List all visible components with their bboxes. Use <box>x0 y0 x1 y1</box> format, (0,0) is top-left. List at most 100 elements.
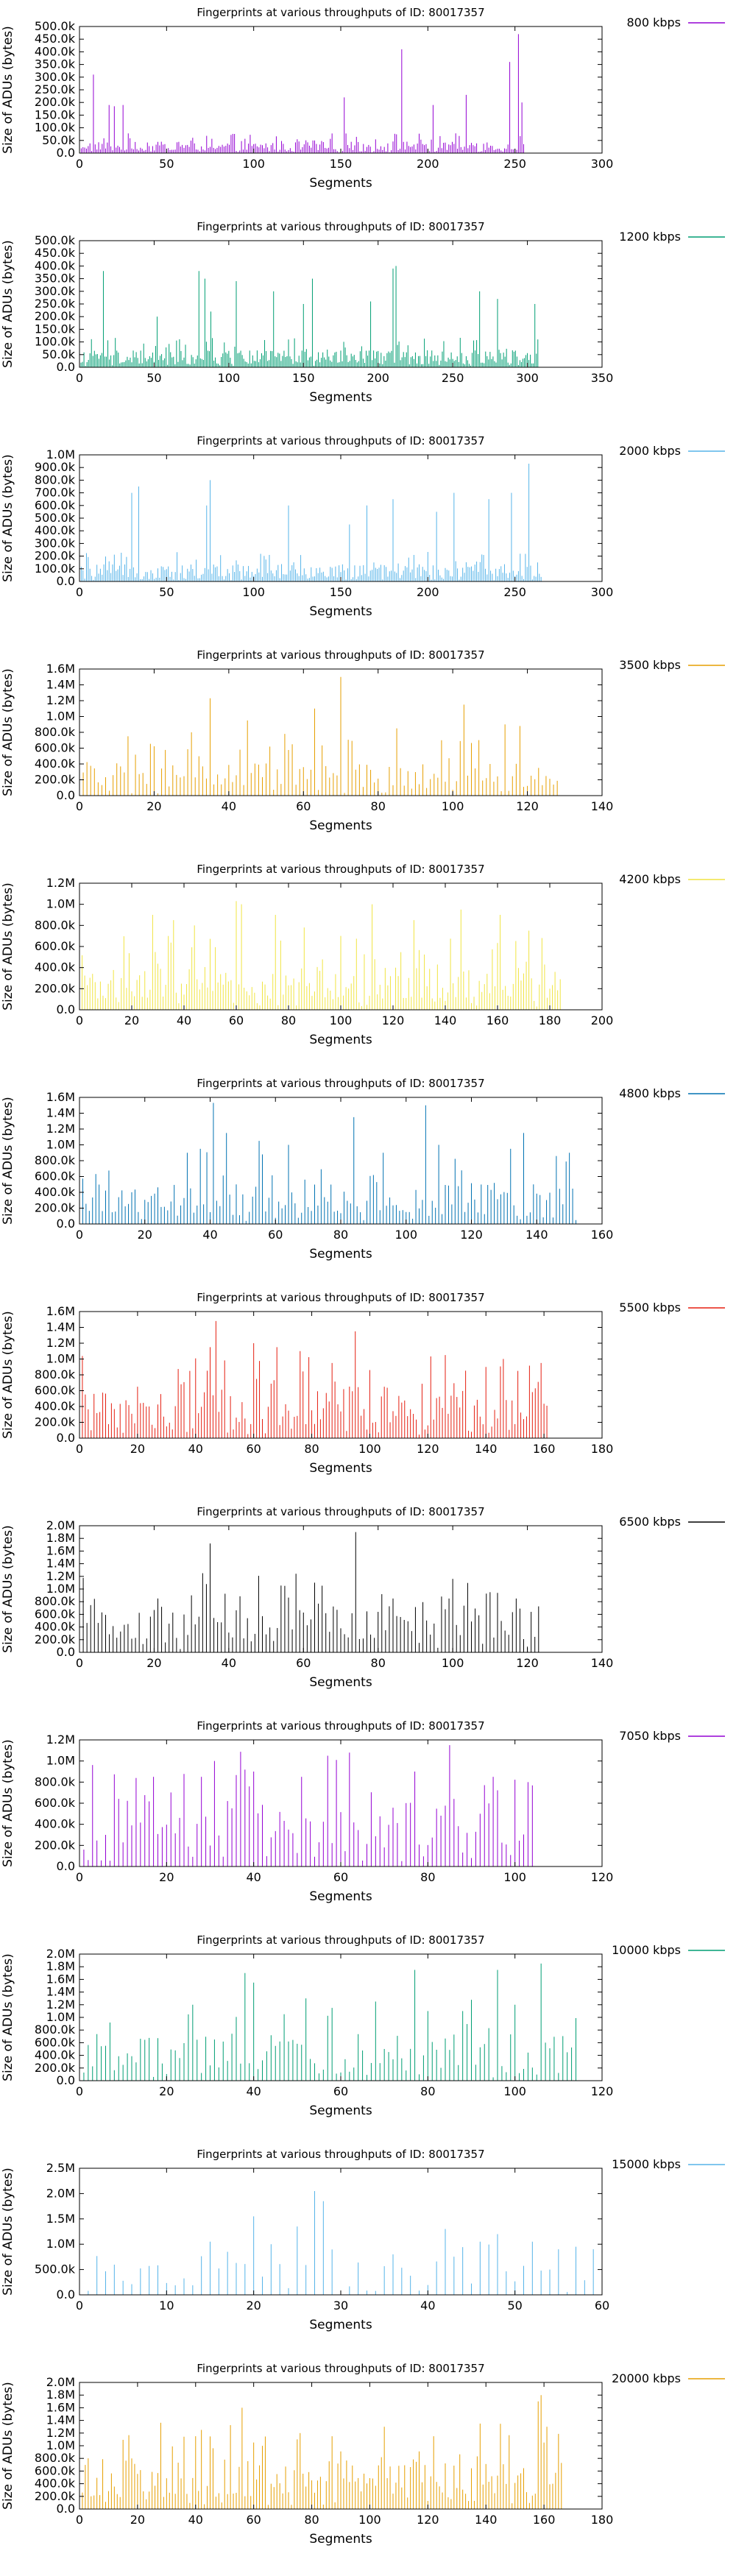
x-tick-label: 140 <box>475 2513 498 2527</box>
series-bars <box>82 2395 562 2509</box>
y-tick-label: 2.0M <box>46 2375 75 2389</box>
x-tick-label: 60 <box>246 2513 261 2527</box>
x-tick-label: 20 <box>146 799 161 813</box>
y-tick-label: 800.0k <box>35 1594 76 1608</box>
x-tick-label: 20 <box>124 1013 139 1027</box>
chart-4: Fingerprints at various throughputs of I… <box>1 863 725 1047</box>
y-axis-label: Size of ADUs (bytes) <box>1 1739 15 1867</box>
chart-title: Fingerprints at various throughputs of I… <box>197 220 484 233</box>
x-tick-label: 300 <box>591 157 614 171</box>
chart-title: Fingerprints at various throughputs of I… <box>197 1077 484 1090</box>
x-axis-label: Segments <box>309 2318 372 2332</box>
x-tick-label: 120 <box>591 1870 614 1884</box>
x-tick-label: 40 <box>246 1870 261 1884</box>
x-tick-label: 250 <box>503 585 526 599</box>
x-tick-label: 0 <box>76 2084 83 2098</box>
y-tick-label: 1.0M <box>46 1582 75 1596</box>
y-tick-label: 0.0 <box>57 1645 75 1659</box>
x-tick-label: 140 <box>475 1442 498 1456</box>
chart-title: Fingerprints at various throughputs of I… <box>197 6 484 19</box>
x-tick-label: 120 <box>591 2084 614 2098</box>
y-tick-label: 1.5M <box>46 2212 75 2226</box>
y-tick-label: 600.0k <box>35 741 76 755</box>
x-tick-label: 80 <box>420 2084 435 2098</box>
y-tick-label: 1.2M <box>46 1569 75 1583</box>
y-tick-label: 800.0k <box>35 1367 76 1381</box>
y-axis-label: Size of ADUs (bytes) <box>1 240 15 368</box>
series-bars <box>82 676 558 796</box>
y-tick-label: 400.0k <box>35 960 76 974</box>
y-tick-label: 150.0k <box>35 322 76 336</box>
y-tick-label: 1.0M <box>46 897 75 911</box>
x-tick-label: 80 <box>281 1013 296 1027</box>
x-tick-label: 40 <box>177 1013 191 1027</box>
x-tick-label: 180 <box>539 1013 562 1027</box>
y-tick-label: 0.0 <box>57 360 75 374</box>
series-bars <box>83 1963 576 2081</box>
y-tick-label: 1.8M <box>46 1531 75 1545</box>
y-tick-label: 1.0M <box>46 1754 75 1768</box>
y-tick-label: 1.6M <box>46 1304 75 1318</box>
y-tick-label: 200.0k <box>35 2061 76 2075</box>
x-axis-label: Segments <box>309 2103 372 2118</box>
y-tick-label: 50.0k <box>42 133 76 147</box>
x-tick-label: 200 <box>417 585 439 599</box>
x-tick-label: 80 <box>304 2513 319 2527</box>
x-tick-label: 100 <box>358 2513 381 2527</box>
y-tick-label: 0.0 <box>57 2287 75 2301</box>
x-tick-label: 180 <box>591 1442 614 1456</box>
y-tick-label: 1.4M <box>46 678 75 692</box>
y-tick-label: 1.0M <box>46 710 75 723</box>
y-tick-label: 400.0k <box>35 1817 76 1831</box>
chart-3: Fingerprints at various throughputs of I… <box>1 648 725 833</box>
y-tick-label: 2.0M <box>46 1947 75 1961</box>
y-tick-label: 600.0k <box>35 498 76 512</box>
x-tick-label: 250 <box>503 157 526 171</box>
y-tick-label: 1.0M <box>46 447 75 461</box>
x-tick-label: 20 <box>130 1442 145 1456</box>
x-tick-label: 20 <box>138 1228 152 1242</box>
x-axis-label: Segments <box>309 1889 372 1904</box>
legend-label: 15000 kbps <box>612 2157 681 2171</box>
x-tick-label: 0 <box>76 1870 83 1884</box>
chart-title: Fingerprints at various throughputs of I… <box>197 1505 484 1518</box>
legend: 5500 kbps <box>619 1301 725 1314</box>
legend-label: 1200 kbps <box>619 230 681 244</box>
y-tick-label: 1.4M <box>46 2413 75 2427</box>
x-tick-label: 100 <box>442 1656 464 1670</box>
y-tick-label: 350.0k <box>35 57 76 71</box>
legend: 6500 kbps <box>619 1515 725 1529</box>
x-tick-label: 120 <box>516 1656 539 1670</box>
legend-label: 3500 kbps <box>619 658 681 672</box>
x-tick-label: 40 <box>246 2084 261 2098</box>
legend-label: 20000 kbps <box>612 2371 681 2385</box>
x-axis-label: Segments <box>309 1675 372 1690</box>
y-tick-label: 2.0M <box>46 2186 75 2200</box>
y-tick-label: 250.0k <box>35 82 76 96</box>
x-axis-label: Segments <box>309 1461 372 1476</box>
legend: 2000 kbps <box>619 444 725 458</box>
x-tick-label: 60 <box>296 1656 311 1670</box>
legend: 20000 kbps <box>612 2371 725 2385</box>
y-tick-label: 1.6M <box>46 2400 75 2414</box>
y-tick-label: 1.0M <box>46 1352 75 1366</box>
y-tick-label: 800.0k <box>35 725 76 739</box>
plot-frame <box>79 454 603 582</box>
x-tick-label: 0 <box>76 2299 83 2313</box>
x-tick-label: 50 <box>146 371 161 385</box>
plot-frame <box>79 240 603 368</box>
y-tick-label: 600.0k <box>35 1384 76 1398</box>
x-tick-label: 160 <box>533 2513 556 2527</box>
chart-title: Fingerprints at various throughputs of I… <box>197 1291 484 1304</box>
y-tick-label: 300.0k <box>35 70 76 84</box>
x-axis-label: Segments <box>309 2532 372 2547</box>
x-tick-label: 120 <box>382 1013 405 1027</box>
x-tick-label: 40 <box>222 1656 236 1670</box>
x-tick-label: 150 <box>330 157 353 171</box>
y-tick-label: 200.0k <box>35 549 76 563</box>
x-tick-label: 250 <box>442 371 464 385</box>
x-tick-label: 50 <box>507 2299 522 2313</box>
chart-8: Fingerprints at various throughputs of I… <box>1 1719 725 1904</box>
y-tick-label: 200.0k <box>35 1632 76 1646</box>
x-tick-label: 0 <box>76 585 83 599</box>
